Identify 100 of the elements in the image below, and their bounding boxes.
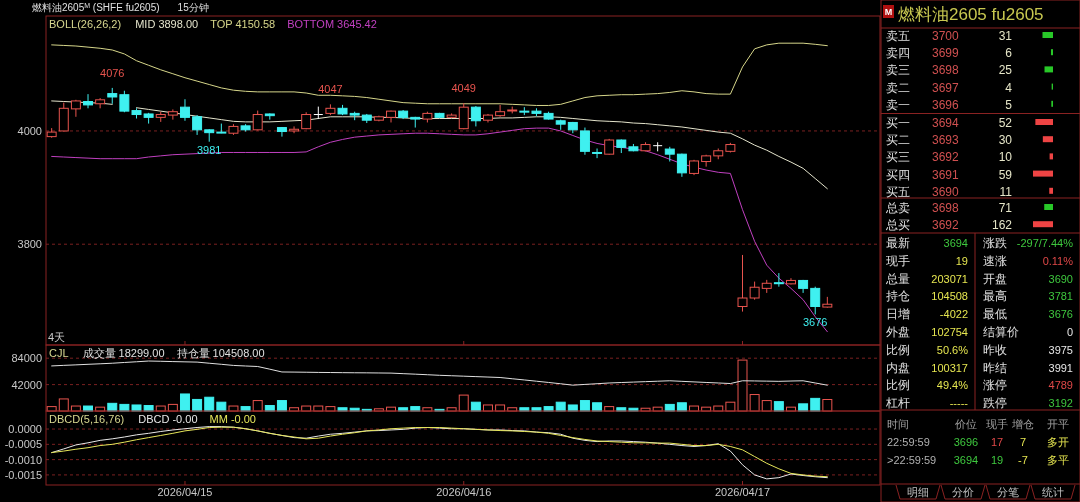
- y-tick-label: 总卖: [885, 201, 910, 215]
- category-label: 昨收: [983, 342, 1007, 357]
- category-label: 现手: [986, 418, 1008, 430]
- category-label: 内盘: [886, 360, 910, 375]
- annotation: 3981: [196, 143, 222, 156]
- legend-title: BOLL(26,26,2): [49, 18, 122, 30]
- category-label: 开平: [1047, 418, 1069, 430]
- category-label: 比例: [886, 342, 910, 357]
- series-label: MM -0.00: [209, 413, 256, 425]
- category-label: 比例: [886, 378, 910, 393]
- text: 7: [1019, 436, 1027, 448]
- category-label: 价位: [954, 418, 977, 430]
- y-tick-label: 0.0000: [8, 423, 42, 436]
- category-label: 结算价: [983, 325, 1019, 339]
- text: 3694: [953, 454, 979, 466]
- y2-tick-label: 3697: [932, 80, 960, 95]
- category-label: 最低: [983, 307, 1007, 322]
- text: -----: [949, 397, 968, 410]
- y2-tick-label: 3700: [932, 29, 960, 43]
- y-tick-label: -0.0015: [4, 468, 42, 481]
- y2-tick-label: 3694: [932, 116, 960, 130]
- text: -297/7.44%: [1016, 237, 1073, 249]
- category-label: 日增: [886, 307, 910, 322]
- category-label: 时间: [887, 418, 909, 430]
- data-label: 11: [999, 184, 1013, 199]
- text: BOTTOM 3645.42: [287, 18, 377, 30]
- text: 19: [955, 254, 968, 267]
- text: 3991: [1048, 361, 1073, 374]
- data-label: 25: [998, 63, 1013, 78]
- annotation: 4049: [451, 82, 476, 95]
- y-tick-label: 42000: [11, 378, 42, 391]
- text: 0.11%: [1042, 254, 1073, 267]
- category-label: 总量: [885, 271, 910, 286]
- text: 分价: [952, 486, 974, 498]
- text: -7: [1018, 454, 1028, 466]
- y2-tick-label: 3692: [932, 218, 960, 233]
- y2-tick-label: 3698: [932, 201, 960, 215]
- data-label: 30: [998, 133, 1013, 148]
- category-label: 最高: [983, 289, 1007, 304]
- y-tick-label: 买一: [886, 116, 910, 130]
- y-tick-label: 84000: [11, 352, 42, 365]
- text: 统计: [1042, 486, 1064, 498]
- data-label: 31: [998, 29, 1013, 43]
- y-tick-label: 买三: [886, 150, 910, 165]
- data-label: 4: [1005, 80, 1013, 95]
- series-label: 持仓量 104508.00: [176, 347, 265, 359]
- chart-subtitle: 15分钟: [177, 2, 209, 13]
- y-tick-label: 总买: [885, 218, 910, 233]
- data-label: 162: [991, 218, 1013, 233]
- text: M: [884, 7, 893, 17]
- y-tick-label: 卖一: [886, 97, 910, 112]
- text: 多平: [1047, 454, 1069, 466]
- text: 203071: [931, 272, 968, 285]
- y2-tick-label: 3698: [932, 63, 960, 78]
- y-tick-label: 4000: [17, 124, 42, 137]
- text: 102754: [931, 326, 968, 338]
- text: 多开: [1047, 436, 1069, 448]
- annotation: 成交量 18299.00: [82, 347, 165, 359]
- x-tick-label: 2026/04/16: [436, 486, 492, 498]
- text: 22:59:59: [887, 436, 930, 448]
- y-tick-label: 卖四: [886, 46, 910, 61]
- chart-title: 燃料油2605$^{M}$ (SHFE fu2605): [32, 1, 160, 13]
- data-label: 5: [1005, 97, 1013, 112]
- legend-title: DBCD(5,16,76): [49, 413, 125, 425]
- data-label: 10: [998, 150, 1013, 165]
- text: 3694: [943, 237, 968, 249]
- text: >22:59:59: [887, 454, 937, 466]
- text: -4022: [939, 308, 968, 321]
- y-tick-label: -0.0005: [4, 438, 42, 451]
- text: 3676: [1048, 308, 1073, 321]
- annotation: 4天: [48, 331, 66, 343]
- text: TOP 4150.58: [210, 18, 276, 30]
- legend-title: CJL: [49, 347, 69, 359]
- category-label: 杠杆: [885, 396, 910, 411]
- text: 明细: [907, 486, 929, 498]
- y-tick-label: 卖二: [886, 80, 910, 95]
- text: 0: [1066, 326, 1073, 338]
- y2-tick-label: 3696: [932, 97, 960, 112]
- y-tick-label: 卖三: [886, 63, 910, 78]
- category-label: 昨结: [983, 360, 1007, 375]
- text: 4789: [1048, 379, 1073, 392]
- x-tick-label: 2026/04/15: [157, 486, 213, 498]
- text: 50.6%: [936, 343, 968, 356]
- annotation: 4047: [318, 83, 343, 96]
- x-tick-label: 2026/04/17: [714, 486, 771, 498]
- y2-tick-label: 3692: [932, 150, 960, 165]
- category-label: 外盘: [886, 325, 910, 339]
- text: 100317: [931, 361, 968, 374]
- data-label: 59: [998, 167, 1013, 182]
- y-tick-label: 买四: [886, 167, 910, 182]
- y-tick-label: 卖五: [886, 29, 910, 43]
- series-label: DBCD -0.00: [138, 413, 198, 425]
- category-label: 速涨: [983, 253, 1007, 268]
- category-label: 现手: [886, 253, 910, 268]
- y2-tick-label: 3690: [932, 184, 960, 199]
- data-label: 71: [998, 201, 1013, 215]
- text: 49.4%: [936, 379, 968, 392]
- y2-tick-label: 3699: [932, 46, 960, 61]
- text: 3192: [1048, 397, 1073, 410]
- chart-title: 燃料油2605 fu2605: [898, 5, 1044, 24]
